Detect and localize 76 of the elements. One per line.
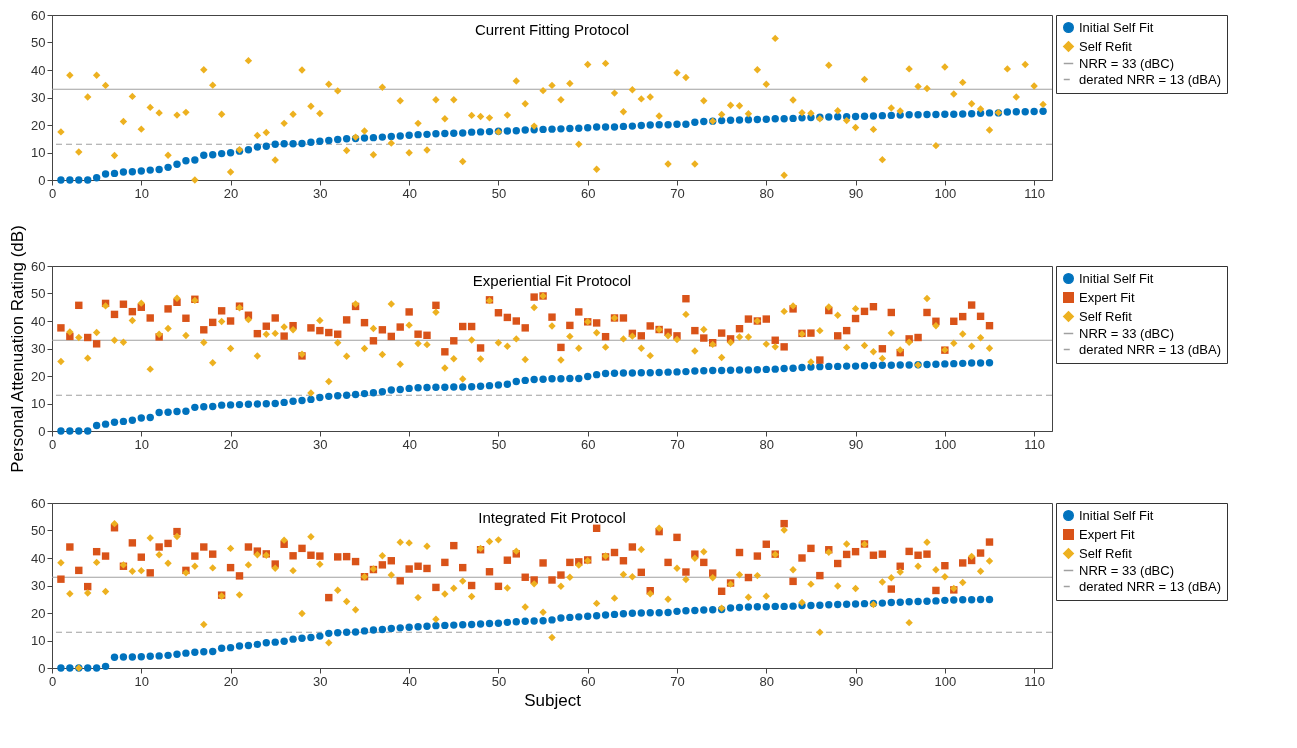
x-tick-label: 100 [934, 673, 957, 689]
legend-label: derated NRR = 13 (dBA) [1079, 578, 1221, 594]
y-tick-label: 40 [31, 313, 46, 329]
y-axis-title: Personal Attenuation Rating (dB) [8, 225, 28, 473]
y-tick-label: 20 [31, 368, 46, 384]
x-tick-label: 10 [134, 673, 150, 689]
y-tick-label: 10 [31, 633, 46, 648]
x-tick-label: 20 [223, 673, 239, 689]
x-tick-label: 30 [313, 673, 328, 689]
chart-title: Current Fitting Protocol [474, 21, 630, 38]
x-tick-label: 90 [848, 185, 864, 201]
y-tick-label: 0 [38, 172, 46, 188]
y-tick-label: 30 [31, 90, 46, 105]
x-tick-label: 0 [48, 185, 57, 201]
x-tick-label: 20 [223, 436, 239, 452]
x-tick-label: 100 [934, 185, 957, 201]
y-tick-label: 30 [31, 341, 46, 356]
legend-label: Self Refit [1079, 308, 1133, 324]
x-tick-label: 0 [48, 436, 57, 452]
x-tick-label: 80 [759, 185, 775, 201]
x-tick-label: 50 [491, 436, 507, 452]
x-tick-label: 70 [670, 436, 685, 452]
x-tick-label: 40 [402, 673, 417, 689]
x-tick-label: 110 [1024, 673, 1046, 689]
legend-label: derated NRR = 13 (dBA) [1079, 71, 1221, 87]
x-tick-label: 90 [848, 673, 864, 689]
legend-label: Expert Fit [1079, 289, 1136, 305]
x-tick-label: 20 [223, 185, 239, 201]
y-tick-label: 60 [31, 258, 46, 274]
x-tick-label: 80 [759, 436, 775, 452]
chart-title: Experiential Fit Protocol [472, 272, 632, 289]
legend-label: Initial Self Fit [1079, 270, 1154, 286]
x-tick-label: 60 [580, 436, 596, 452]
legend-label: derated NRR = 13 (dBA) [1079, 341, 1221, 357]
x-tick-label: 110 [1024, 436, 1046, 452]
y-tick-label: 10 [31, 396, 46, 411]
x-tick-label: 10 [134, 185, 150, 201]
x-axis-title: Subject [524, 690, 582, 710]
chart-title: Integrated Fit Protocol [478, 509, 626, 526]
y-tick-label: 60 [31, 7, 46, 23]
x-tick-label: 30 [313, 185, 328, 201]
y-tick-label: 50 [31, 286, 46, 301]
legend-label: Initial Self Fit [1079, 19, 1154, 35]
legend-label: Self Refit [1079, 38, 1133, 54]
x-tick-label: 40 [402, 436, 417, 452]
y-tick-label: 10 [31, 145, 46, 160]
y-tick-label: 50 [31, 35, 46, 50]
x-tick-label: 70 [670, 673, 685, 689]
y-tick-label: 20 [31, 605, 46, 621]
x-tick-label: 80 [759, 673, 775, 689]
x-tick-label: 100 [934, 436, 957, 452]
x-tick-label: 10 [134, 436, 150, 452]
x-tick-label: 70 [670, 185, 685, 201]
legend-label: NRR = 33 (dBC) [1079, 55, 1174, 71]
y-tick-label: 40 [31, 62, 46, 78]
y-tick-label: 30 [31, 578, 46, 593]
x-tick-label: 50 [491, 185, 507, 201]
y-tick-label: 20 [31, 117, 46, 133]
x-tick-label: 30 [313, 436, 328, 452]
x-tick-label: 90 [848, 436, 864, 452]
x-tick-label: 60 [580, 185, 596, 201]
legend-label: Initial Self Fit [1079, 507, 1154, 523]
y-tick-label: 50 [31, 523, 46, 538]
y-tick-label: 40 [31, 550, 46, 566]
y-tick-label: 60 [31, 495, 46, 511]
y-tick-label: 0 [38, 660, 46, 676]
legend-label: Self Refit [1079, 545, 1133, 561]
x-tick-label: 0 [48, 673, 57, 689]
x-tick-label: 60 [580, 673, 596, 689]
x-tick-label: 110 [1024, 185, 1046, 201]
y-tick-label: 0 [38, 423, 46, 439]
ref-line-label: NRR = 33 (dBC) [1079, 325, 1174, 341]
x-tick-label: 50 [491, 673, 507, 689]
ref-line-label: NRR = 33 (dBC) [1079, 562, 1174, 578]
legend-label: Expert Fit [1079, 526, 1136, 542]
x-tick-label: 40 [402, 185, 417, 201]
